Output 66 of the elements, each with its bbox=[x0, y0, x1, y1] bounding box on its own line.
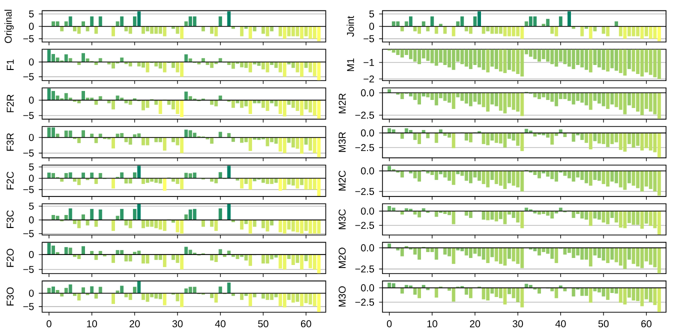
y-axis-title: F2C bbox=[6, 172, 14, 190]
y-tick-label: 0 bbox=[29, 174, 34, 182]
y-axis-title: M3C bbox=[338, 209, 346, 229]
y-tick-label: −5 bbox=[23, 266, 34, 273]
y-axis-title: Original bbox=[4, 10, 14, 43]
x-tick-label: 20 bbox=[130, 320, 140, 328]
y-tick-label: 0 bbox=[29, 58, 34, 66]
x-tick-label: 10 bbox=[427, 320, 438, 328]
y-tick-label: 0 bbox=[29, 96, 34, 104]
y-tick-label: 0.0 bbox=[361, 284, 374, 292]
y-tick-label: −2.5 bbox=[355, 222, 374, 229]
y-tick-label: −2.5 bbox=[355, 188, 374, 195]
y-tick-label: 5 bbox=[29, 163, 34, 170]
y-axis-title: M2O bbox=[338, 248, 346, 268]
y-tick-label: 0.0 bbox=[361, 129, 374, 136]
y-axis-title: F3R bbox=[6, 133, 14, 151]
y-tick-label: −2.5 bbox=[355, 298, 374, 306]
x-tick-label: 10 bbox=[87, 320, 97, 328]
y-tick-label: −5 bbox=[23, 35, 34, 42]
y-axis-title: Joint bbox=[346, 16, 354, 37]
y-tick-label: 5 bbox=[29, 202, 34, 210]
y-tick-label: −5 bbox=[23, 73, 34, 80]
y-tick-label: −5 bbox=[23, 230, 34, 237]
y-tick-label: 0 bbox=[29, 290, 34, 297]
y-tick-label: −1 bbox=[364, 58, 374, 66]
y-tick-label: 5 bbox=[29, 10, 34, 18]
y-tick-label: 0.0 bbox=[361, 167, 374, 174]
y-tick-label: −5 bbox=[23, 149, 34, 156]
y-axis-title: F3C bbox=[6, 210, 14, 228]
y-tick-label: 5 bbox=[369, 10, 374, 18]
y-axis-title: F2O bbox=[6, 248, 14, 267]
y-tick-label: 0 bbox=[29, 250, 34, 258]
y-tick-label: −2 bbox=[364, 75, 374, 82]
y-axis-title: M2R bbox=[338, 93, 346, 114]
x-tick-label: 60 bbox=[301, 320, 312, 328]
y-axis-title: M1 bbox=[347, 58, 354, 71]
y-tick-label: 0 bbox=[369, 22, 374, 30]
y-tick-label: −5 bbox=[23, 112, 34, 119]
x-tick-label: 30 bbox=[172, 320, 183, 328]
y-axis-title: M3R bbox=[338, 132, 346, 152]
x-tick-label: 50 bbox=[258, 320, 268, 328]
y-tick-label: 0.0 bbox=[361, 89, 374, 96]
x-tick-label: 40 bbox=[215, 320, 226, 328]
y-tick-label: 0 bbox=[29, 134, 34, 141]
y-axis-title: M3O bbox=[338, 286, 346, 306]
x-tick-label: 40 bbox=[555, 320, 566, 328]
y-tick-label: 0.0 bbox=[361, 244, 374, 252]
y-tick-label: −5 bbox=[23, 186, 34, 193]
y-axis-title: F2R bbox=[6, 94, 14, 112]
y-tick-label: −5 bbox=[364, 35, 374, 42]
y-axis-title: F1 bbox=[6, 59, 14, 70]
x-tick-label: 50 bbox=[598, 320, 609, 328]
x-tick-label: 20 bbox=[470, 320, 480, 328]
x-tick-label: 0 bbox=[386, 320, 392, 328]
y-tick-label: 0 bbox=[29, 22, 34, 30]
x-tick-label: 60 bbox=[641, 320, 652, 328]
y-tick-label: 0 bbox=[29, 216, 34, 224]
y-tick-label: −2.5 bbox=[355, 265, 374, 272]
x-tick-label: 30 bbox=[512, 320, 523, 328]
y-tick-label: 0.0 bbox=[361, 207, 374, 214]
y-axis-title: M2C bbox=[338, 170, 346, 190]
x-tick-label: 0 bbox=[46, 320, 52, 328]
y-tick-label: −2.5 bbox=[355, 112, 374, 119]
y-tick-label: −2.5 bbox=[355, 144, 374, 151]
y-tick-label: −5 bbox=[23, 302, 34, 310]
y-axis-title: F3O bbox=[6, 287, 14, 306]
